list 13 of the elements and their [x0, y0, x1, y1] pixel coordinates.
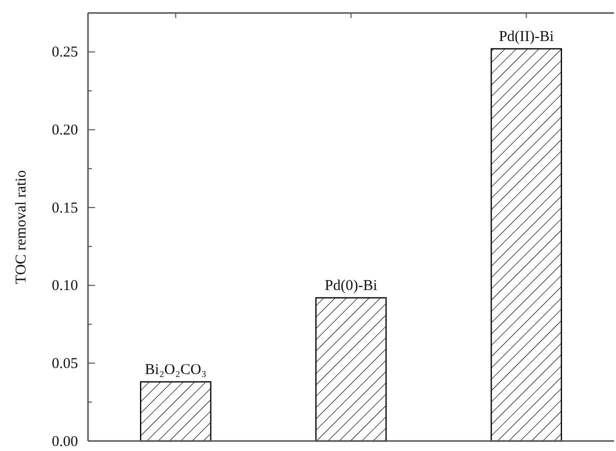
bar — [490, 48, 562, 442]
y-tick-label: 0.15 — [52, 200, 78, 216]
y-axis-title: TOC removal ratio — [13, 170, 30, 284]
x-tick-label: Pd(II)-Bi — [498, 28, 554, 45]
x-tick-label: Pd(0)-Bi — [324, 278, 378, 294]
y-tick-label: 0.25 — [52, 44, 78, 61]
y-tick-label: 0.20 — [52, 122, 78, 139]
y-tick-label: 0.05 — [52, 356, 78, 372]
x-tick-label: Bi₂O₂CO₃ — [144, 362, 206, 378]
y-tick-label: 0.10 — [52, 278, 78, 294]
bar — [315, 297, 387, 442]
bar — [140, 381, 212, 442]
y-tick-label: 0.00 — [52, 434, 78, 450]
